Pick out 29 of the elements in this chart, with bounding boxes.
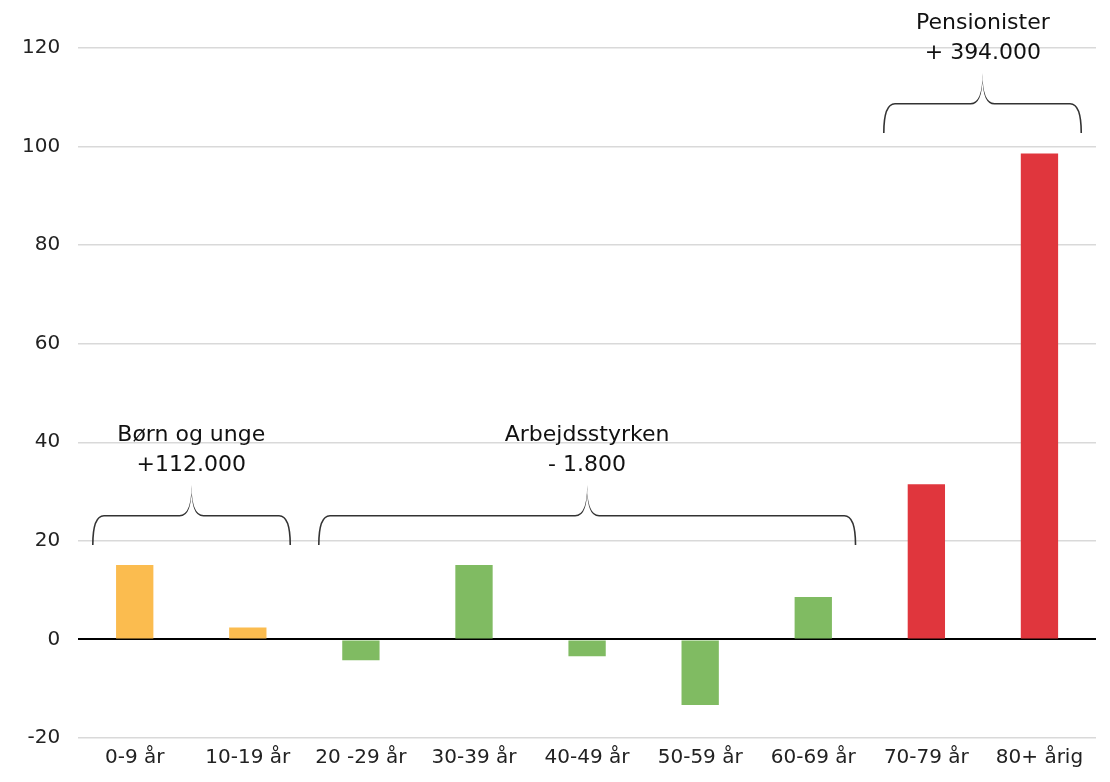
y-tick-label: 0 [47, 625, 61, 650]
bar [116, 565, 154, 639]
annotation: Arbejdsstyrken - 1.800 [504, 420, 670, 478]
y-tick-label: 20 [34, 527, 61, 552]
bar [794, 597, 832, 639]
bar [681, 640, 719, 705]
x-tick-label: 0-9 år [104, 744, 166, 769]
bar [455, 565, 493, 639]
y-tick-label: 60 [34, 329, 61, 354]
y-tick-label: 40 [34, 428, 61, 453]
y-tick-label: -20 [27, 724, 61, 749]
x-tick-label: 50-59 år [657, 744, 744, 769]
x-tick-label: 60-69 år [770, 744, 857, 769]
x-tick-label: 30-39 år [431, 744, 518, 769]
y-tick-label: 120 [21, 34, 61, 59]
bar [342, 640, 380, 661]
annotation: Pensionister + 394.000 [916, 8, 1050, 67]
annotation: Børn og unge +112.000 [117, 420, 266, 478]
bar [907, 484, 946, 639]
x-tick-label: 70-79 år [883, 744, 970, 769]
y-tick-label: 100 [21, 132, 61, 157]
x-tick-label: 10-19 år [205, 744, 292, 769]
x-tick-label: 80+ årig [995, 744, 1084, 769]
bar [568, 640, 606, 657]
bar [1020, 153, 1059, 639]
y-tick-label: 80 [34, 231, 61, 256]
x-tick-label: 20 -29 år [315, 744, 408, 769]
bar [229, 627, 267, 639]
x-tick-label: 40-49 år [544, 744, 631, 769]
